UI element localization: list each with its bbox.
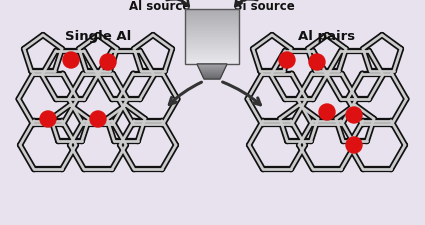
Polygon shape [203,77,221,78]
Polygon shape [200,71,224,72]
Bar [185,9,239,12]
Bar [185,55,239,57]
Bar [185,35,239,37]
Text: Al source: Al source [129,0,190,13]
Bar [185,42,239,45]
Bar [185,37,239,39]
Polygon shape [201,73,223,74]
Bar [185,48,239,50]
Bar [185,50,239,52]
Bar [185,39,239,41]
Bar [185,62,239,65]
Bar [185,29,239,32]
Circle shape [279,53,295,69]
Polygon shape [202,75,222,76]
Polygon shape [202,76,222,77]
Circle shape [100,55,116,71]
Polygon shape [200,72,224,73]
Circle shape [63,53,79,69]
Bar [185,13,239,16]
Bar [185,44,239,46]
Polygon shape [198,68,226,69]
Circle shape [346,137,362,153]
Bar [185,22,239,25]
Bar [185,57,239,59]
Bar [185,19,239,21]
Polygon shape [199,70,225,71]
Bar [185,10,239,65]
Bar [185,61,239,63]
Bar [185,17,239,19]
Bar [185,26,239,28]
Polygon shape [199,69,225,70]
Circle shape [319,105,335,120]
Bar [185,40,239,43]
Bar [185,33,239,36]
Bar [185,52,239,54]
Polygon shape [204,79,221,80]
Bar [185,20,239,23]
Polygon shape [197,65,227,80]
Text: Single Al: Single Al [65,30,131,43]
Bar [185,24,239,26]
Bar [185,31,239,34]
Bar [185,53,239,56]
Bar [185,15,239,17]
Circle shape [346,108,362,124]
Bar [185,46,239,48]
Circle shape [40,112,56,127]
Polygon shape [203,78,221,79]
Bar [185,59,239,61]
Polygon shape [197,65,227,66]
Text: Si source: Si source [234,0,295,13]
Text: Al pairs: Al pairs [298,30,356,43]
Bar [185,11,239,13]
Polygon shape [201,74,223,75]
Circle shape [309,55,325,71]
Polygon shape [198,66,227,67]
Polygon shape [198,67,226,68]
Bar [185,28,239,30]
Circle shape [90,112,106,127]
